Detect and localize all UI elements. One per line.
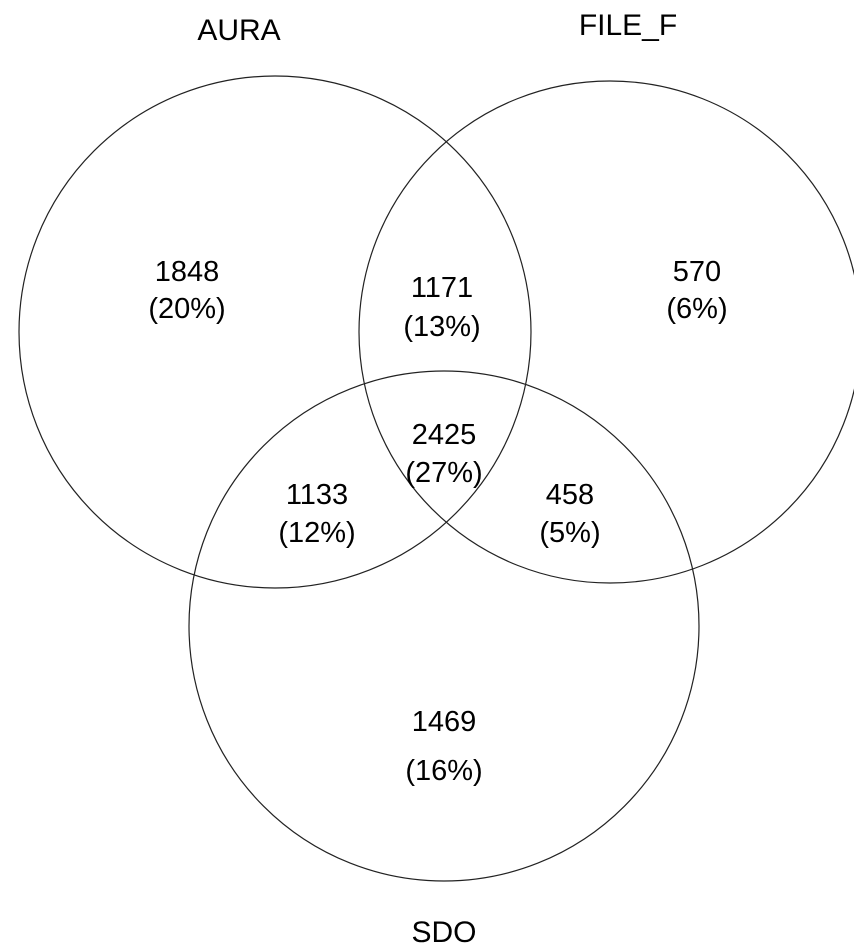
aura-only-count: 1848	[155, 256, 220, 288]
aura-file-f-percent: (13%)	[403, 311, 480, 343]
sdo-only-count: 1469	[412, 706, 477, 738]
sdo-set-label: SDO	[411, 916, 476, 949]
file-f-only-count: 570	[673, 256, 721, 288]
file-f-set-label: FILE_F	[579, 9, 677, 42]
file-f-sdo-count: 458	[546, 479, 594, 511]
sdo-only-percent: (16%)	[405, 755, 482, 787]
aura-sdo-count: 1133	[286, 479, 348, 511]
all-three-percent: (27%)	[405, 457, 482, 489]
all-three-count: 2425	[412, 419, 477, 451]
aura-only-percent: (20%)	[148, 293, 225, 325]
aura-file-f-count: 1171	[411, 272, 473, 304]
file-f-only-percent: (6%)	[666, 293, 727, 325]
aura-sdo-percent: (12%)	[278, 517, 355, 549]
file-f-circle	[358, 80, 854, 584]
aura-circle	[18, 75, 532, 589]
sdo-circle	[188, 370, 700, 882]
aura-set-label: AURA	[197, 14, 280, 47]
file-f-sdo-percent: (5%)	[539, 517, 600, 549]
